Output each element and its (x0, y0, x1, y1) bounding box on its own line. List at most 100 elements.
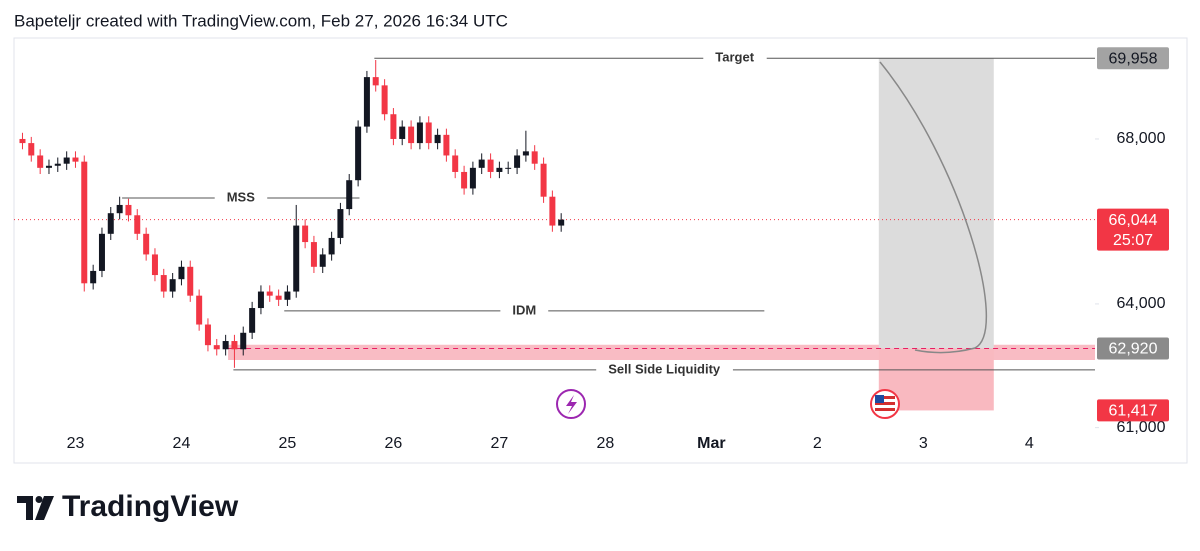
x-tick-label: 24 (173, 435, 191, 452)
x-tick-label: 3 (919, 435, 928, 452)
candle-body (28, 143, 35, 156)
target-area (878, 58, 994, 349)
countdown: 25:07 (1113, 232, 1153, 249)
candle-body (98, 233, 105, 271)
candle-body (231, 341, 238, 350)
x-tick-label: 28 (596, 435, 614, 452)
level-label-bg (500, 302, 549, 318)
candle-body (19, 138, 26, 144)
candle-body (160, 275, 167, 292)
candle-body (151, 254, 158, 276)
x-tick-label: 25 (279, 435, 297, 452)
candle-body (222, 341, 229, 350)
candle-body (116, 204, 123, 214)
candle-body (284, 291, 291, 300)
candle-body (487, 159, 494, 172)
candle-body (187, 266, 194, 296)
brand-logo (17, 496, 54, 520)
candle-body (204, 324, 211, 346)
x-tick-label: 2 (813, 435, 822, 452)
candle-body (408, 126, 415, 144)
candle-body (249, 308, 256, 333)
candle-body (558, 219, 565, 226)
candle-body (169, 279, 176, 292)
level-label: Target (715, 50, 754, 65)
candle-body (346, 180, 353, 210)
x-tick-label: Mar (697, 435, 725, 452)
candle-body (213, 345, 220, 350)
candle-body (522, 151, 529, 156)
x-tick-label: 4 (1025, 435, 1034, 452)
y-tick-label: 68,000 (1117, 130, 1166, 147)
chart-frame (13, 37, 1188, 464)
candle-body (293, 225, 300, 292)
last-price-label: 66,044 (1109, 212, 1158, 229)
x-tick-label: 23 (67, 435, 85, 452)
candle-body (399, 126, 406, 139)
candle-body (257, 291, 264, 309)
candle-body (337, 209, 344, 238)
candle-body (319, 254, 326, 267)
price-label: 62,920 (1109, 341, 1158, 358)
candle-body (72, 157, 79, 162)
ai-icon (556, 389, 586, 419)
x-tick-label: 26 (385, 435, 403, 452)
candle-body (178, 266, 185, 280)
candle-body (390, 114, 397, 139)
candle-body (275, 295, 282, 300)
candle-body (443, 134, 450, 156)
candle-body (434, 134, 441, 144)
candle-body (107, 213, 114, 234)
y-tick-label: 64,000 (1117, 295, 1166, 312)
candle-body (452, 155, 459, 172)
candle-body (425, 122, 432, 144)
y-tick-label: 61,000 (1117, 419, 1166, 436)
candle-body (266, 291, 273, 296)
projection-curve (879, 61, 988, 354)
candle-body (90, 270, 97, 284)
candle-body (134, 215, 141, 234)
icon-bolt (566, 395, 577, 414)
logo-t (17, 496, 33, 520)
flag-stripe (875, 402, 895, 405)
candle-body (514, 155, 521, 168)
candle-body (505, 167, 512, 169)
chart-layer: Target MSS IDM Sell Side Liquidity (14, 49, 1096, 411)
candle-body (540, 163, 547, 197)
level-label: MSS (227, 189, 256, 204)
candle-body (240, 332, 247, 350)
candle-body (549, 196, 556, 226)
candle-body (310, 242, 317, 267)
flag-canton (875, 395, 884, 403)
price-label: 61,417 (1109, 403, 1158, 420)
candle-body (54, 163, 61, 166)
level-label-bg (596, 361, 733, 377)
price-label-bg (1097, 47, 1169, 70)
level-label: Sell Side Liquidity (608, 361, 721, 376)
header: Bapeteljr created with TradingView.com, … (14, 11, 508, 30)
price-label-bg (1097, 337, 1169, 360)
candle-body (381, 85, 388, 115)
candle-body (372, 77, 379, 86)
brand-name: TradingView (62, 490, 239, 523)
level-label: IDM (512, 302, 536, 317)
logo-v (35, 496, 54, 520)
candle-body (328, 237, 335, 255)
logo-dot (35, 496, 43, 503)
candle-body (125, 204, 132, 216)
candle-body (461, 171, 468, 189)
level-label-bg (214, 189, 268, 205)
candle-body (416, 122, 423, 144)
last-price-bg (1097, 208, 1169, 251)
level-label-bg (703, 49, 767, 65)
price-label: 69,958 (1109, 50, 1158, 67)
flag-stripe (875, 396, 895, 399)
candle-body (355, 126, 362, 181)
candle-body (531, 151, 538, 164)
price-label-bg (1097, 399, 1169, 422)
candle-body (143, 233, 150, 255)
event-flag (870, 389, 900, 419)
candle-body (363, 77, 370, 127)
x-tick-label: 27 (490, 435, 508, 452)
candle-body (196, 295, 203, 325)
